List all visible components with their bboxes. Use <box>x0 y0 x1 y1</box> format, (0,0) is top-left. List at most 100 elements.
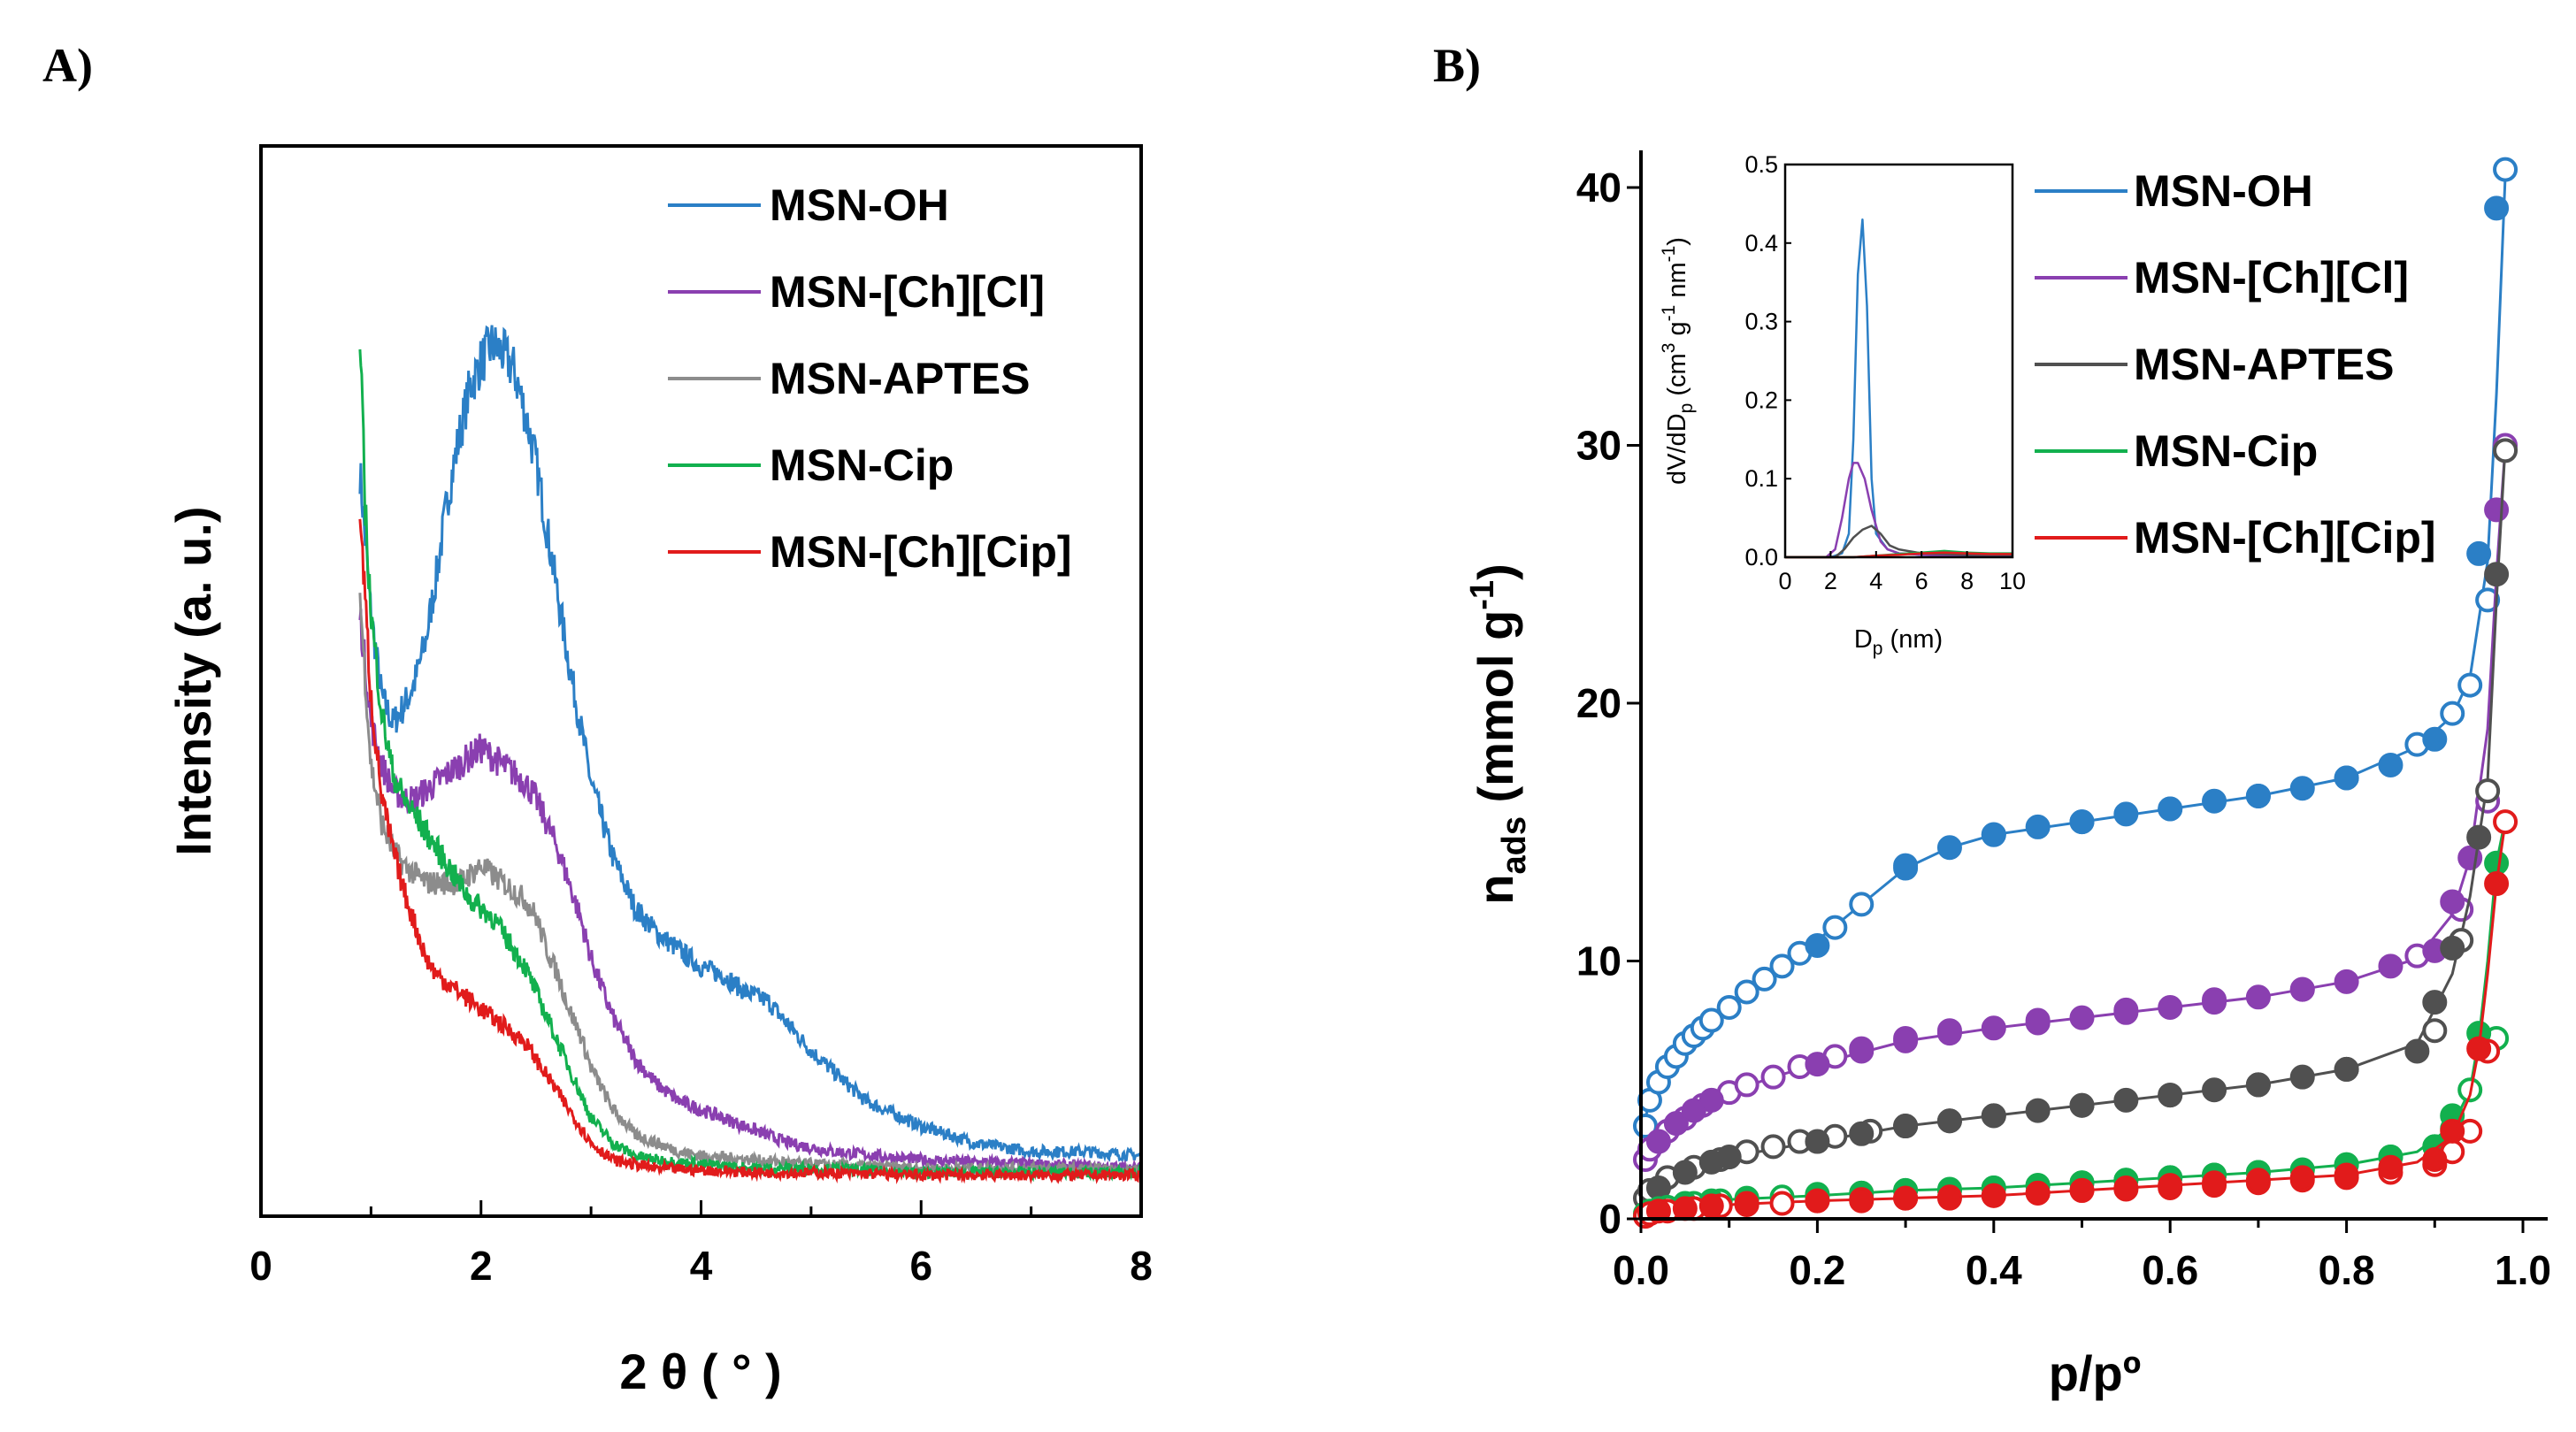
adsorption-point-msn-ch-cip <box>1734 1191 1760 1216</box>
adsorption-point-msn-oh <box>2466 540 2492 566</box>
adsorption-point-msn-ch-cl <box>2069 1005 2095 1030</box>
adsorption-point-msn-oh <box>1936 835 1962 861</box>
adsorption-point-msn-ch-cip <box>2334 1162 2359 1188</box>
inset-x-tick-label: 8 <box>1960 568 1974 594</box>
adsorption-point-msn-aptes <box>2069 1092 2095 1118</box>
desorption-point-msn-aptes <box>2475 778 2501 804</box>
x-tick-label: 4 <box>690 1243 713 1289</box>
adsorption-point-msn-ch-cl <box>1893 1028 1919 1053</box>
adsorption-point-msn-ch-cl <box>1663 1111 1689 1137</box>
adsorption-point-msn-ch-cip <box>1645 1198 1671 1224</box>
adsorption-point-msn-ch-cl <box>1698 1087 1724 1113</box>
x-tick-label: 1.0 <box>2495 1247 2551 1293</box>
desorption-point-msn-aptes <box>1760 1134 1786 1160</box>
adsorption-point-msn-aptes <box>2245 1072 2271 1098</box>
adsorption-point-msn-oh <box>2069 809 2095 835</box>
x-tick-label: 6 <box>909 1243 932 1289</box>
panel-b-y-label: nads (mmol g-1) <box>1464 563 1533 904</box>
adsorption-point-msn-ch-cip <box>2422 1146 2448 1172</box>
desorption-point-msn-aptes <box>2493 438 2518 463</box>
inset-y-tick-label: 0.5 <box>1744 151 1778 178</box>
adsorption-point-msn-oh <box>2158 796 2183 822</box>
adsorption-point-msn-oh <box>2484 195 2510 221</box>
adsorption-point-msn-aptes <box>2334 1056 2359 1082</box>
inset-line-msn-ch-cl <box>1785 462 2012 559</box>
adsorption-point-msn-ch-cip <box>1698 1193 1724 1219</box>
adsorption-point-msn-oh <box>2378 752 2404 777</box>
adsorption-point-msn-ch-cl <box>1936 1021 1962 1046</box>
inset-x-tick-label: 0 <box>1778 568 1791 594</box>
inset-line-msn-oh <box>1785 218 2012 559</box>
adsorption-point-msn-ch-cip <box>1981 1183 2006 1208</box>
adsorption-point-msn-ch-cl <box>2334 969 2359 994</box>
adsorption-point-msn-ch-cip <box>2069 1177 2095 1203</box>
adsorption-point-msn-oh <box>2202 788 2227 814</box>
desorption-point-msn-oh <box>1752 966 1777 992</box>
adsorption-point-msn-oh <box>2245 783 2271 808</box>
legend-label-msn-aptes: MSN-APTES <box>770 354 1030 403</box>
adsorption-point-msn-oh <box>2113 801 2139 827</box>
adsorption-point-msn-ch-cip <box>2158 1173 2183 1198</box>
x-tick-label: 0.0 <box>1613 1247 1669 1293</box>
adsorption-point-msn-ch-cip <box>2289 1165 2315 1191</box>
panel-a-y-label: Intensity (a. u.) <box>165 506 221 855</box>
adsorption-point-msn-ch-cip <box>2466 1036 2492 1061</box>
adsorption-point-msn-aptes <box>2422 990 2448 1015</box>
adsorption-point-msn-oh <box>1981 822 2006 847</box>
inset-chart: 0.0 0.1 0.2 0.3 0.4 0.5 0 2 4 6 8 10 Dp (nm) dV/dDp… <box>1659 151 2026 659</box>
adsorption-point-msn-aptes <box>2113 1087 2139 1113</box>
legend-label-msn-oh: MSN-OH <box>2134 166 2313 216</box>
x-tick-label: 0.6 <box>2142 1247 2198 1293</box>
adsorption-point-msn-ch-cl <box>1645 1129 1671 1154</box>
adsorption-point-msn-aptes <box>2289 1064 2315 1090</box>
adsorption-point-msn-aptes <box>1893 1114 1919 1139</box>
inset-y-tick-label: 0.3 <box>1744 309 1778 335</box>
inset-x-tick-label: 4 <box>1869 568 1882 594</box>
adsorption-point-msn-aptes <box>2484 562 2510 587</box>
adsorption-point-msn-oh <box>2025 814 2051 839</box>
legend-label-msn-ch-cl: MSN-[Ch][Cl] <box>2134 253 2409 302</box>
inset-line-msn-aptes <box>1785 525 2012 559</box>
y-tick-label: 10 <box>1576 938 1622 984</box>
adsorption-point-msn-aptes <box>1716 1145 1742 1170</box>
adsorption-point-msn-aptes <box>2404 1038 2430 1064</box>
adsorption-point-msn-ch-cip <box>1672 1196 1698 1221</box>
adsorption-point-msn-ch-cl <box>1849 1038 1874 1064</box>
adsorption-point-msn-ch-cip <box>1805 1188 1830 1214</box>
panel-a-x-axis: 0 2 4 6 8 <box>249 1200 1153 1289</box>
inset-y-tick-label: 0.0 <box>1744 544 1778 571</box>
legend-label-msn-oh: MSN-OH <box>770 180 949 230</box>
adsorption-point-msn-ch-cip <box>2245 1168 2271 1193</box>
adsorption-point-msn-ch-cip <box>2113 1175 2139 1201</box>
y-tick-label: 30 <box>1576 423 1622 469</box>
adsorption-point-msn-ch-cl <box>2202 990 2227 1015</box>
desorption-point-msn-ch-cl <box>1734 1072 1760 1098</box>
legend-label-msn-cip: MSN-Cip <box>2134 426 2318 476</box>
adsorption-point-msn-ch-cip <box>2025 1180 2051 1206</box>
adsorption-point-msn-ch-cip <box>2378 1154 2404 1180</box>
adsorption-point-msn-aptes <box>2440 935 2465 961</box>
adsorption-point-msn-ch-cl <box>2113 999 2139 1025</box>
panel-a-series <box>358 325 1143 1185</box>
adsorption-point-msn-oh <box>1805 933 1830 959</box>
x-tick-label: 0.2 <box>1789 1247 1845 1293</box>
panel-b-legend: MSN-OH MSN-[Ch][Cl] MSN-APTES MSN-Cip MSN-[C… <box>2035 166 2436 563</box>
desorption-point-msn-oh <box>1849 892 1874 917</box>
desorption-point-msn-ch-cip <box>1769 1191 1795 1216</box>
panel-b-x-label: p/pº <box>2049 1345 2141 1401</box>
desorption-point-msn-oh <box>1734 979 1760 1005</box>
adsorption-point-msn-aptes <box>2466 824 2492 850</box>
adsorption-point-msn-ch-cl <box>2289 976 2315 1002</box>
adsorption-point-msn-ch-cl <box>1981 1015 2006 1041</box>
series-line-msn-oh <box>358 325 1143 1163</box>
legend-label-msn-ch-cip: MSN-[Ch][Cip] <box>2134 513 2436 563</box>
desorption-point-msn-oh <box>1716 994 1742 1020</box>
series-line-msn-aptes <box>358 593 1143 1180</box>
series-line-msn-ch-cl <box>358 609 1143 1175</box>
panel-b-label: B) <box>1433 39 1481 92</box>
adsorption-point-msn-ch-cip <box>2202 1170 2227 1196</box>
adsorption-point-msn-ch-cip <box>2484 871 2510 897</box>
inset-x-label: Dp (nm) <box>1854 625 1943 659</box>
